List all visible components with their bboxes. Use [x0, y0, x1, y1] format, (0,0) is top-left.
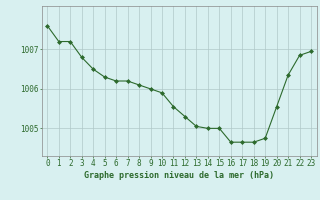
X-axis label: Graphe pression niveau de la mer (hPa): Graphe pression niveau de la mer (hPa): [84, 171, 274, 180]
